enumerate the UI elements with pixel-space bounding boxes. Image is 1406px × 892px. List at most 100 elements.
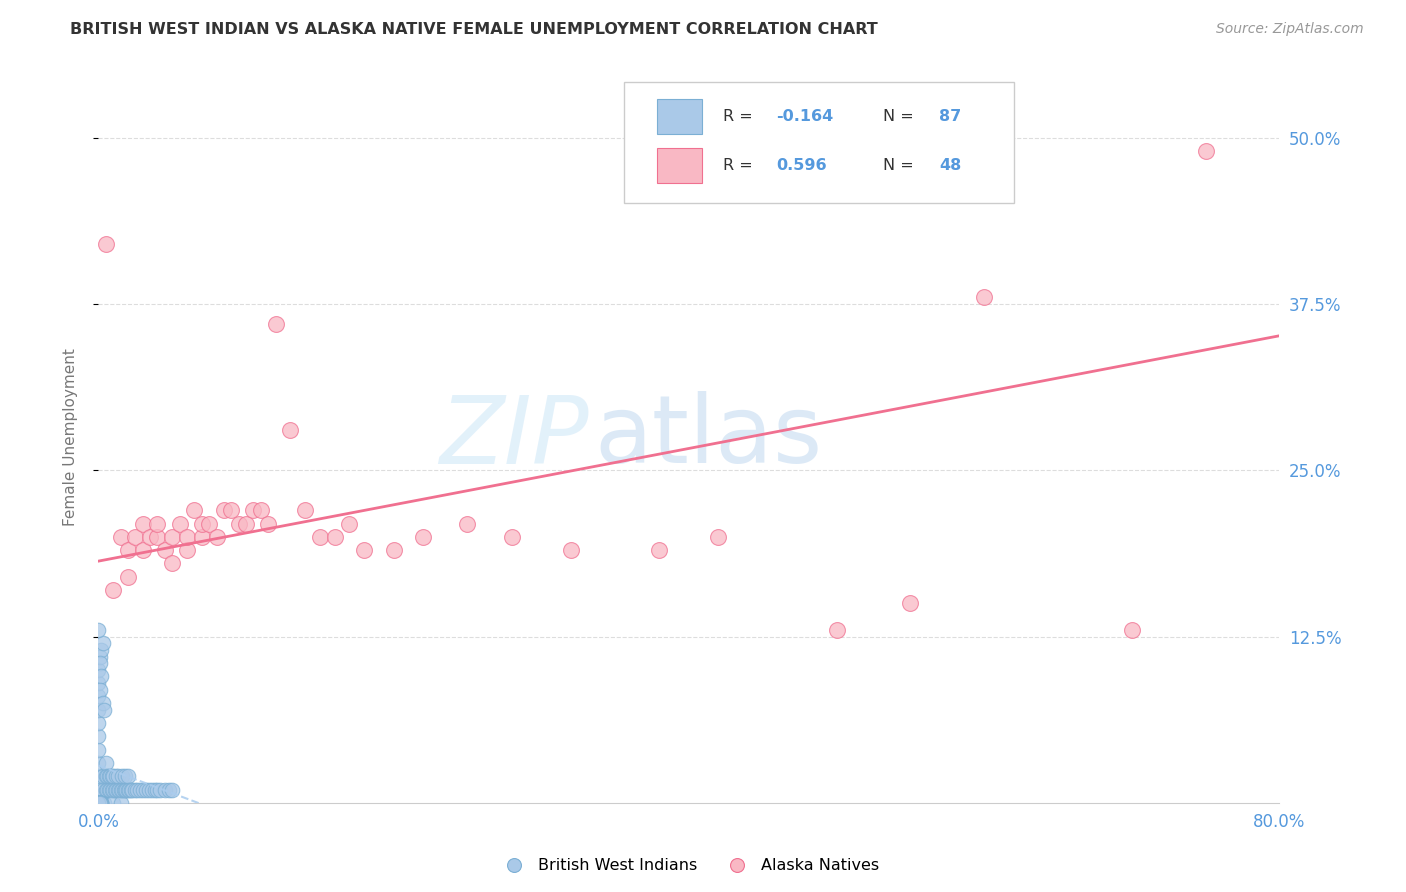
Point	[87, 703, 110, 717]
Point	[87, 796, 110, 810]
Point	[250, 503, 273, 517]
Point	[125, 782, 148, 797]
Point	[162, 530, 183, 544]
Point	[117, 570, 139, 584]
Point	[90, 669, 112, 683]
Point	[900, 596, 922, 610]
Point	[107, 769, 129, 783]
Text: -0.164: -0.164	[776, 109, 834, 124]
Point	[157, 782, 180, 797]
Point	[153, 782, 176, 797]
Point	[107, 782, 129, 797]
Point	[132, 516, 155, 531]
Point	[212, 503, 235, 517]
Y-axis label: Female Unemployment: Female Unemployment	[63, 348, 77, 526]
Point	[110, 782, 132, 797]
Point	[87, 796, 110, 810]
Point	[176, 530, 198, 544]
Point	[412, 530, 434, 544]
Point	[138, 782, 160, 797]
Point	[153, 543, 176, 558]
Point	[94, 782, 117, 797]
Point	[219, 503, 242, 517]
Legend: British West Indians, Alaska Natives: British West Indians, Alaska Natives	[492, 851, 886, 879]
Point	[96, 769, 118, 783]
Point	[98, 769, 121, 783]
Point	[87, 782, 110, 797]
Point	[90, 643, 112, 657]
Point	[501, 530, 523, 544]
Point	[115, 782, 138, 797]
Point	[456, 516, 478, 531]
Text: 0.596: 0.596	[776, 158, 827, 173]
Point	[89, 649, 111, 664]
Point	[264, 317, 287, 331]
Point	[90, 796, 112, 810]
Text: atlas: atlas	[595, 391, 823, 483]
Point	[339, 516, 360, 531]
Point	[132, 543, 155, 558]
Point	[205, 530, 228, 544]
Point	[105, 782, 128, 797]
FancyBboxPatch shape	[657, 99, 702, 134]
Point	[89, 796, 111, 810]
Point	[89, 796, 111, 810]
Point	[104, 782, 127, 797]
Point	[108, 782, 131, 797]
Point	[169, 516, 191, 531]
Point	[973, 290, 995, 304]
Text: Source: ZipAtlas.com: Source: ZipAtlas.com	[1216, 22, 1364, 37]
Point	[89, 796, 111, 810]
Point	[87, 796, 110, 810]
Point	[183, 503, 205, 517]
Point	[121, 782, 143, 797]
Point	[100, 769, 122, 783]
Point	[198, 516, 221, 531]
Point	[94, 756, 117, 770]
Point	[118, 782, 141, 797]
Point	[110, 796, 132, 810]
Point	[110, 530, 132, 544]
Point	[90, 796, 112, 810]
Point	[87, 676, 110, 690]
Point	[91, 696, 114, 710]
Text: 48: 48	[939, 158, 962, 173]
Point	[90, 796, 112, 810]
Point	[97, 782, 120, 797]
Point	[114, 769, 136, 783]
Point	[124, 782, 146, 797]
Point	[96, 782, 118, 797]
Point	[100, 782, 122, 797]
Point	[278, 424, 302, 438]
Point	[162, 557, 183, 571]
FancyBboxPatch shape	[624, 82, 1014, 203]
Point	[135, 782, 157, 797]
Point	[94, 237, 117, 252]
Point	[111, 782, 134, 797]
Point	[128, 782, 150, 797]
Point	[141, 782, 163, 797]
Point	[149, 782, 172, 797]
Point	[91, 636, 114, 650]
Point	[323, 530, 346, 544]
Point	[103, 796, 125, 810]
Point	[89, 656, 111, 670]
Point	[87, 756, 110, 770]
Point	[103, 769, 125, 783]
Point	[97, 769, 120, 783]
Point	[87, 796, 110, 810]
Point	[98, 782, 121, 797]
Point	[93, 796, 115, 810]
Point	[139, 530, 162, 544]
Point	[87, 716, 110, 731]
Point	[146, 530, 169, 544]
Point	[117, 543, 139, 558]
Point	[117, 782, 139, 797]
Point	[91, 769, 114, 783]
Point	[191, 530, 214, 544]
Point	[162, 782, 183, 797]
Point	[103, 782, 125, 797]
Point	[89, 796, 111, 810]
Point	[87, 796, 110, 810]
Point	[235, 516, 257, 531]
